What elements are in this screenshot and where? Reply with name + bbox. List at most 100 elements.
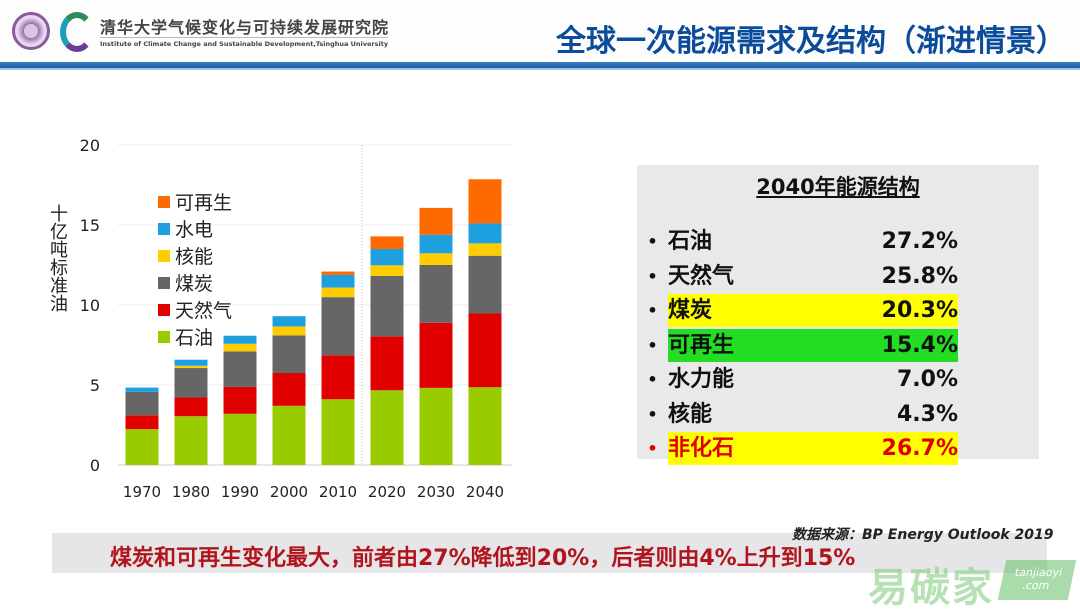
legend-label: 核能 [175, 246, 214, 268]
bar-segment-2030-4 [419, 234, 453, 254]
structure-row: • 天然气 25.8% [637, 260, 958, 293]
row-label: 非化石 [668, 436, 735, 461]
header-divider-light [0, 68, 1080, 70]
bar-segment-2010-0 [321, 399, 355, 465]
bar-segment-1990-2 [223, 351, 257, 387]
bar-segment-2010-2 [321, 297, 355, 356]
x-tick-label: 2010 [319, 483, 357, 501]
legend-swatch [158, 330, 170, 343]
legend-item: 石油 [158, 323, 232, 350]
bar-segment-1980-1 [174, 397, 208, 417]
y-tick-label: 15 [80, 216, 100, 235]
bar-segment-2010-3 [321, 287, 355, 298]
row-value: 4.3% [896, 401, 958, 427]
row-label: 水力能 [668, 367, 735, 392]
structure-row: • 水力能 7.0% [637, 363, 958, 396]
legend-item: 水电 [158, 215, 232, 242]
bar-segment-2030-3 [419, 253, 453, 265]
energy-structure-panel: 2040年能源结构 • 石油 27.2% • 天然气 25.8% • 煤炭 20.3% • 可再生 1… [637, 165, 1039, 465]
row-value: 27.2% [881, 229, 958, 254]
bar-segment-2040-4 [468, 223, 502, 244]
row-value: 15.4% [881, 332, 958, 358]
row-value: 7.0% [896, 367, 958, 392]
y-tick-label: 20 [80, 136, 100, 155]
row-highlight [668, 432, 958, 465]
x-tick-label: 1990 [221, 483, 259, 501]
x-tick-label: 1970 [123, 483, 161, 501]
legend-item: 煤炭 [158, 269, 232, 296]
row-value: 26.7% [881, 436, 958, 461]
bullet: • [647, 335, 658, 355]
y-axis-label: 十亿吨标准油 [47, 204, 68, 312]
bar-segment-1980-2 [174, 368, 208, 398]
legend-label: 可再生 [175, 192, 233, 214]
x-tick-label: 2040 [466, 483, 504, 501]
row-label: 可再生 [668, 332, 735, 358]
bar-segment-2030-0 [419, 387, 453, 465]
structure-row: • 煤炭 20.3% [637, 294, 958, 327]
bar-segment-2020-0 [370, 390, 404, 465]
bar-segment-2040-1 [468, 313, 502, 388]
bar-segment-2010-1 [321, 355, 355, 400]
row-highlight [668, 328, 958, 362]
bar-segment-2000-1 [272, 373, 306, 406]
caption-banner [52, 533, 1047, 573]
legend-swatch [158, 249, 170, 262]
legend-label: 天然气 [175, 300, 233, 322]
legend-item: 天然气 [158, 296, 232, 323]
bar-segment-2040-5 [468, 179, 502, 224]
bullet: • [647, 439, 658, 458]
bar-segment-1970-1 [125, 415, 159, 430]
bar-segment-2020-3 [370, 265, 404, 276]
structure-row: • 非化石 26.7% [637, 432, 958, 465]
legend-label: 水电 [175, 219, 214, 241]
bar-segment-2030-5 [419, 207, 453, 235]
legend-swatch [158, 303, 170, 316]
bar-segment-1980-3 [174, 365, 208, 369]
row-value: 25.8% [881, 263, 958, 289]
y-tick-label: 0 [90, 456, 100, 475]
x-tick-label: 2030 [417, 483, 455, 501]
structure-row: • 核能 4.3% [637, 398, 958, 431]
tsinghua-seal-logo [12, 12, 50, 50]
bar-segment-2000-4 [272, 316, 306, 327]
legend-label: 煤炭 [175, 273, 214, 295]
bar-segment-2000-3 [272, 326, 306, 336]
caption-text: 煤炭和可再生变化最大，前者由27%降低到20%，后者则由4%上升到15% [110, 546, 856, 571]
bar-segment-2000-0 [272, 405, 306, 465]
data-source: 数据来源：BP Energy Outlook 2019 [792, 527, 1054, 543]
bullet: • [647, 404, 658, 424]
bar-segment-2010-5 [321, 271, 355, 275]
chart-legend: 可再生水电核能煤炭天然气 石油 [158, 188, 232, 350]
bullet: • [647, 232, 658, 251]
bar-segment-2020-5 [370, 236, 404, 249]
x-tick-label: 2000 [270, 483, 308, 501]
bar-segment-1980-4 [174, 359, 208, 366]
bar-segment-1970-2 [125, 391, 159, 416]
structure-row: • 可再生 15.4% [637, 329, 958, 362]
legend-item: 核能 [158, 242, 232, 269]
slide-header: 清华大学气候变化与可持续发展研究院 Institute of Climate C… [0, 0, 1080, 62]
bullet: • [647, 370, 658, 389]
bar-segment-2020-4 [370, 249, 404, 266]
bar-segment-2040-3 [468, 243, 502, 256]
bar-segment-1990-0 [223, 413, 257, 465]
header-divider [0, 62, 1080, 68]
row-highlight [668, 294, 958, 327]
row-value: 20.3% [881, 298, 958, 323]
legend-item: 可再生 [158, 188, 232, 215]
institute-logo [60, 12, 94, 52]
panel-title: 2040年能源结构 [756, 175, 920, 199]
bar-segment-2020-1 [370, 336, 404, 391]
row-label: 核能 [668, 401, 713, 427]
bar-segment-2040-0 [468, 387, 502, 465]
bar-segment-1980-0 [174, 416, 208, 465]
slide-title: 全球一次能源需求及结构（渐进情景） [556, 24, 1066, 59]
bar-segment-2040-2 [468, 255, 502, 314]
y-tick-label: 10 [80, 296, 100, 315]
legend-swatch [158, 195, 170, 208]
bar-segment-1990-3 [223, 343, 257, 352]
watermark-badge: tanjiaoyi .com [997, 560, 1077, 600]
legend-swatch [158, 276, 170, 289]
